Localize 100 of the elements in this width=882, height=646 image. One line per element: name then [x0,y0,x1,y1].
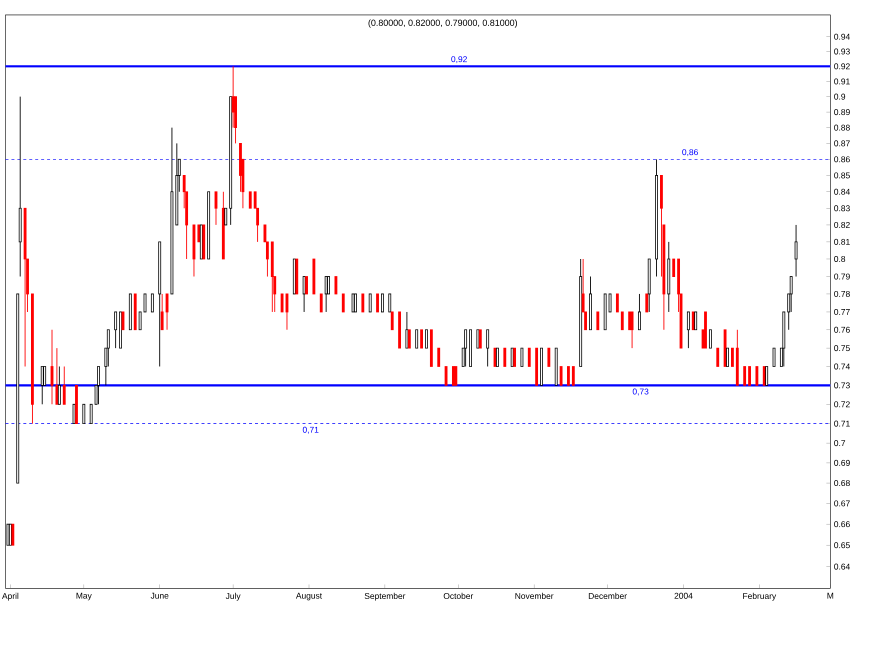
candlestick [790,276,793,312]
y-tick-label: 0.66 [834,521,850,528]
candlestick [452,366,455,386]
candlestick [726,348,729,367]
candlestick [596,312,600,330]
candlestick [464,329,468,367]
candlestick [197,224,200,242]
y-tick-label: 0.73 [834,382,850,388]
candlestick [630,312,634,349]
candlestick [361,294,364,312]
candlestick [743,366,746,386]
candlestick [444,366,448,386]
candlestick [324,276,328,312]
y-tick-label: 0.9 [834,94,846,100]
candlestick [8,524,12,546]
candlestick [513,348,516,367]
candlestick [476,329,480,349]
candlestick [214,191,218,226]
y-tick-label: 0.74 [834,364,850,370]
candlestick [334,276,338,294]
x-tick-label: July [226,592,241,601]
candlestick [608,294,612,312]
candlestick [503,348,506,367]
candlestick [454,366,458,386]
candlestick [138,312,142,330]
x-tick-label: September [364,592,406,601]
candlestick [381,294,384,312]
candlestick [645,294,648,312]
candlestick [11,524,14,546]
y-tick-label: 0.89 [834,109,850,116]
candlestick [694,312,698,330]
candlestick [528,348,531,367]
y-tick-label: 0.83 [834,205,850,212]
y-tick-label: 0.92 [834,63,850,70]
y-tick-label: 0.77 [834,309,850,315]
ref-line-label: 0,92 [451,56,467,64]
y-tick-label: 0.81 [834,238,850,245]
candlestick [420,329,424,349]
candlestick [425,329,428,349]
y-tick-label: 0.79 [834,274,850,280]
candlestick [478,329,482,349]
candlestick [567,366,570,386]
x-tick-label: October [444,592,474,600]
candlestick [342,294,345,312]
candlestick [638,294,641,330]
x-tick-label: February [743,592,776,601]
candlestick [82,404,86,424]
y-tick-label: 0.67 [834,500,850,506]
candlestick [388,294,392,312]
y-tick-label: 0.91 [834,78,850,84]
ref-line-label: 0,71 [302,426,318,434]
candlestick [708,329,712,349]
candlestick [748,366,751,386]
candlestick [437,348,440,367]
candlestick [520,348,524,367]
y-tick-label: 0.84 [834,188,850,195]
y-tick-label: 0.65 [834,542,850,548]
candlestick [58,366,61,405]
candlestick [368,294,372,312]
candlestick [352,294,354,312]
x-tick-label: M [828,592,834,599]
candlestick [716,348,720,367]
candlestick [90,404,93,424]
candlestick [794,224,798,278]
candlestick [72,404,76,424]
candlestick [280,294,284,312]
candlestick [494,348,496,367]
x-tick-label: April [2,592,18,601]
candlestick [415,329,418,349]
candlestick [390,312,394,330]
candlestick [692,312,695,330]
candlestick [144,294,146,312]
candlestick [354,294,357,312]
x-tick-label: 2004 [674,592,693,599]
ref-line-label: 0,73 [632,388,648,396]
candlestick [496,348,499,367]
candlestick [628,312,632,330]
y-tick-label: 0.8 [834,256,846,262]
candlestick [376,294,379,312]
y-tick-label: 0.7 [834,440,846,446]
candlestick [114,312,118,349]
y-tick-label: 0.85 [834,172,850,178]
candlestick [320,294,323,312]
candlestick [122,312,124,330]
y-tick-label: 0.78 [834,290,850,297]
x-tick-label: May [76,592,92,600]
candlestick [408,329,411,349]
y-tick-label: 0.76 [834,326,850,333]
candlestick [616,294,619,312]
candlestick [160,294,164,330]
candlestick [510,348,514,367]
y-tick-label: 0.86 [834,156,850,162]
candlestick [572,366,575,386]
candlestick [731,348,734,367]
candlestick [150,294,154,312]
candlestick [762,366,766,386]
candlestick [50,329,54,405]
x-tick-label: June [150,592,168,599]
candlestick [620,312,624,330]
candlestick [305,276,308,294]
